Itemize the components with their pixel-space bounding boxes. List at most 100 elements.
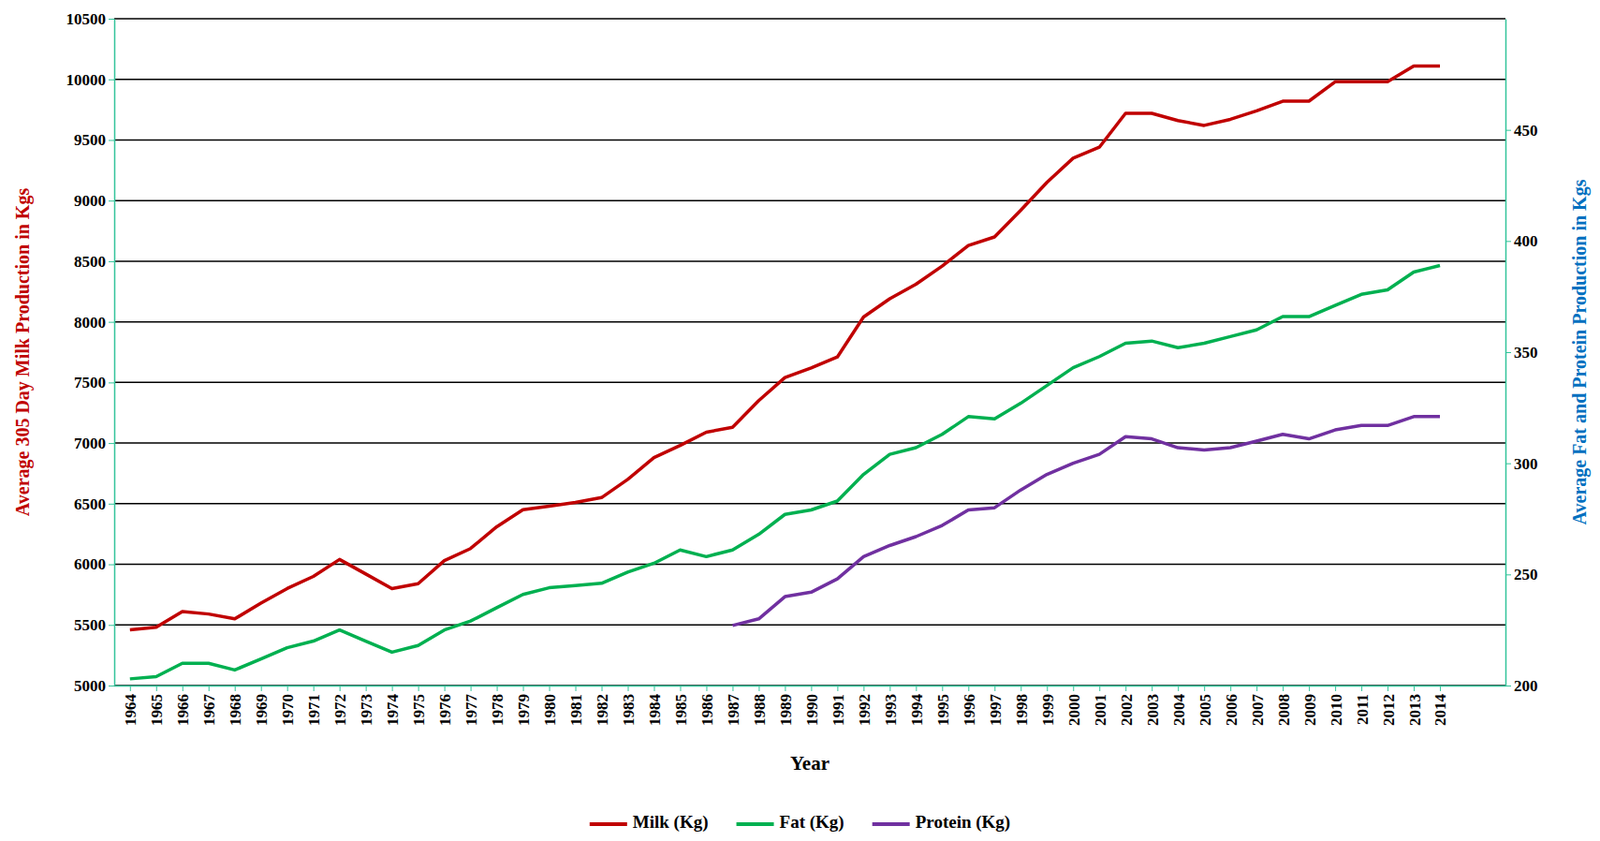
tick-mark [1125,685,1127,691]
legend-item: Milk (Kg) [589,811,709,833]
tick-mark [705,685,707,691]
tick-label: 5500 [73,616,106,634]
y2-axis-title: Average Fat and Protein Production in Kg… [1569,178,1591,525]
tick-mark [575,685,577,691]
tick-mark [108,261,115,263]
tick: 1994 [908,685,926,726]
tick: 1972 [331,685,350,726]
tick: 2014 [1431,685,1450,726]
tick-mark [1505,573,1512,575]
tick: 1968 [226,685,245,726]
tick: 7500 [73,373,115,392]
tick: 1979 [514,685,533,726]
tick-mark [497,685,499,691]
tick: 1975 [410,685,428,726]
tick-mark [836,685,838,691]
tick-label: 9000 [73,191,106,210]
tick-label: 1973 [357,693,376,726]
tick: 1992 [855,685,874,726]
tick-label: 250 [1513,565,1539,584]
tick: 2013 [1406,685,1424,726]
tick: 2009 [1301,685,1320,726]
tick-mark [653,685,655,691]
tick-mark [234,685,236,691]
tick: 1991 [829,685,848,726]
tick-mark [1177,685,1179,691]
tick-label: 8000 [73,313,106,332]
y2-axis: 200250300350400450 [1505,19,1539,695]
tick-mark [1282,685,1284,691]
tick-label: 2011 [1353,693,1372,725]
tick-label: 1988 [750,693,769,726]
tick: 8000 [73,313,115,332]
tick-label: 450 [1513,121,1539,140]
tick-label: 1998 [1012,693,1031,726]
tick-label: 1977 [462,693,481,727]
tick-mark [863,685,865,691]
tick-mark [182,685,184,691]
tick-mark [1387,685,1389,691]
tick-label: 7000 [73,434,106,453]
tick-label: 1983 [619,693,638,726]
tick: 2000 [1065,685,1084,726]
grid-line [114,381,1506,384]
tick: 1998 [1012,685,1031,726]
tick-label: 400 [1513,232,1539,250]
tick-mark [1505,685,1512,687]
tick-label: 1974 [383,693,402,727]
tick: 2002 [1117,685,1136,726]
grid-line [114,624,1506,627]
tick-label: 1971 [305,693,323,726]
axis-line [115,685,1507,688]
tick-label: 1996 [960,693,979,726]
tick-label: 1965 [147,693,166,726]
x-axis: 1964196519661967196819691970197119721973… [115,685,1507,726]
tick: 2012 [1379,685,1398,726]
tick-mark [108,503,115,505]
tick-label: 2007 [1248,693,1267,727]
tick-mark [810,685,812,691]
line [732,416,1440,626]
tick-mark [1439,685,1441,691]
tick-mark [1072,685,1074,691]
grid-line [114,260,1506,263]
grid-line [114,139,1506,142]
tick-label: 1995 [934,693,953,726]
tick: 1964 [121,685,140,726]
tick: 6500 [73,495,115,514]
grid-line [114,17,1506,20]
tick-label: 5000 [73,676,106,695]
tick: 2008 [1275,685,1293,726]
tick-mark [1505,130,1512,132]
tick-mark [523,685,525,691]
tick-label: 9500 [73,131,106,149]
legend-label: Milk (Kg) [632,811,709,833]
grid-line [114,502,1506,505]
grid-line [114,78,1506,81]
line [130,264,1440,678]
tick-mark [108,564,115,566]
tick-label: 200 [1513,676,1539,695]
tick: 1981 [567,685,586,726]
tick: 1971 [305,685,323,726]
tick-label: 1985 [672,693,690,726]
tick-mark [287,685,289,691]
tick-mark [1046,685,1048,691]
tick-mark [392,685,394,691]
tick-mark [1505,240,1512,242]
tick-label: 1984 [645,693,664,727]
tick-label: 1976 [436,693,455,726]
tick: 1980 [541,685,559,726]
tick: 1978 [488,685,507,726]
tick-label: 10500 [66,10,107,29]
grid-line [114,199,1506,202]
tick-label: 1999 [1039,693,1057,726]
chart: 5000550060006500700075008000850090009500… [0,0,1600,841]
tick-mark [968,685,969,691]
grid-line [114,441,1506,444]
tick-label: 6000 [73,555,106,573]
tick: 1974 [383,685,402,726]
tick-label: 2002 [1117,693,1136,726]
tick-mark [418,685,420,691]
tick: 1986 [698,685,717,726]
